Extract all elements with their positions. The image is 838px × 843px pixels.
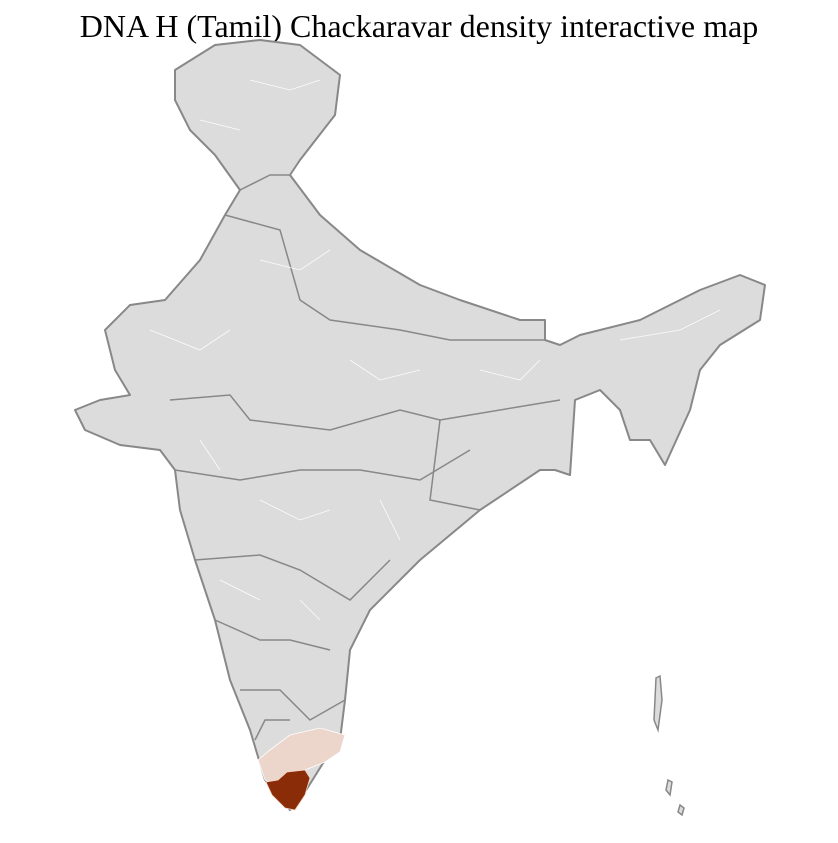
- region-high-density[interactable]: [265, 769, 311, 811]
- district-borders: [149, 79, 721, 621]
- map-title: DNA H (Tamil) Chackaravar density intera…: [79, 8, 759, 44]
- state-borders: [169, 174, 561, 741]
- india-outline[interactable]: [74, 39, 766, 811]
- andaman-nicobar-islands[interactable]: [653, 674, 685, 817]
